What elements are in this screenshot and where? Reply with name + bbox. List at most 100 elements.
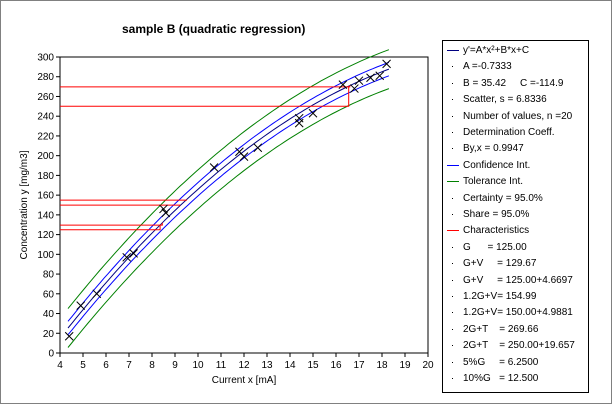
data-point [64, 331, 74, 341]
legend-item: Share = 95.0% [443, 208, 588, 221]
x-tick-label: 4 [57, 360, 63, 371]
legend-label: Confidence Int. [463, 159, 531, 171]
characteristic-line [60, 204, 181, 207]
data-point [308, 108, 318, 118]
legend-dot-symbol [452, 82, 453, 84]
legend-line-symbol [447, 181, 459, 183]
legend-dot-symbol [452, 328, 453, 330]
data-point [354, 76, 364, 86]
data-point [209, 163, 219, 172]
legend-dot-symbol [452, 99, 453, 101]
x-tick-label: 14 [284, 360, 296, 371]
legend-item: 2G+T = 269.66 [443, 323, 588, 336]
y-tick-label: 0 [48, 349, 54, 360]
legend: y'=A*x²+B*x+C A =-0.7333 B = 35.42 C =-114… [442, 40, 589, 393]
x-tick-label: 6 [103, 360, 109, 371]
data-point [129, 248, 138, 258]
regression-line [67, 68, 390, 329]
legend-dot-symbol [452, 197, 453, 199]
x-tick-label: 8 [149, 360, 155, 371]
legend-label: G+V = 125.00+4.6697 [463, 274, 573, 286]
legend-item: y'=A*x²+B*x+C [443, 44, 588, 57]
x-tick-label: 20 [422, 360, 434, 371]
x-tick-label: 15 [307, 360, 319, 371]
x-tick-label: 9 [172, 360, 178, 371]
data-point [76, 301, 86, 310]
legend-item: 10%G = 12.500 [443, 372, 588, 385]
data-point [382, 59, 391, 69]
legend-item: G+V = 129.67 [443, 257, 588, 270]
x-tick-label: 13 [261, 360, 273, 371]
legend-label: 2G+T = 269.66 [463, 323, 539, 335]
legend-item: Certainty = 95.0% [443, 192, 588, 205]
legend-item: Determination Coeff. [443, 126, 588, 139]
characteristic-line [60, 222, 163, 226]
y-tick-label: 40 [43, 309, 55, 320]
legend-label: y'=A*x²+B*x+C [463, 45, 530, 56]
legend-item: Number of values, n =20 [443, 110, 588, 123]
characteristic-line [60, 85, 351, 88]
data-point [122, 252, 132, 262]
legend-item: Confidence Int. [443, 159, 588, 172]
legend-line-symbol [447, 50, 459, 51]
y-tick-label: 120 [37, 230, 54, 241]
legend-dot-symbol [452, 66, 453, 68]
confidence-upper-line [67, 61, 390, 322]
legend-item: By,x = 0.9947 [443, 142, 588, 155]
legend-item: G = 125.00 [443, 241, 588, 254]
legend-dot-symbol [452, 312, 453, 314]
legend-label: 2G+T = 250.00+19.657 [463, 340, 575, 352]
legend-item: 1.2G+V= 150.00+4.9881 [443, 306, 588, 319]
legend-label: A =-0.7333 [463, 61, 512, 73]
tolerance-lower-line [67, 88, 390, 348]
legend-dot-symbol [452, 214, 453, 215]
y-tick-label: 100 [37, 250, 54, 261]
legend-item: G+V = 125.00+4.6697 [443, 274, 588, 287]
x-axis-label: Current x [mA] [212, 375, 277, 386]
y-tick-label: 60 [43, 289, 55, 300]
legend-dot-symbol [452, 115, 453, 117]
legend-dot-symbol [452, 378, 453, 379]
confidence-lower-line [67, 75, 390, 336]
data-point [253, 143, 263, 153]
y-tick-label: 220 [37, 131, 54, 142]
data-point [375, 71, 385, 81]
x-tick-label: 17 [353, 360, 365, 371]
legend-item: 1.2G+V= 154.99 [443, 290, 588, 303]
characteristic-line [60, 225, 161, 231]
y-tick-label: 300 [37, 53, 54, 64]
x-tick-label: 11 [216, 360, 227, 371]
legend-label: 1.2G+V= 150.00+4.9881 [463, 307, 573, 319]
data-point [350, 84, 359, 93]
legend-label: Characteristics [463, 225, 530, 237]
legend-label: Determination Coeff. [463, 127, 555, 138]
x-tick-label: 5 [80, 360, 86, 371]
legend-item: 5%G = 6.2500 [443, 356, 588, 369]
data-point [159, 204, 168, 214]
legend-label: Scatter, s = 6.8336 [463, 94, 547, 106]
legend-label: 10%G = 12.500 [463, 373, 539, 384]
data-point [239, 152, 249, 162]
data-point [338, 80, 348, 89]
x-tick-label: 7 [126, 360, 132, 371]
y-tick-label: 160 [37, 191, 54, 202]
legend-dot-symbol [452, 263, 453, 265]
x-tick-label: 16 [330, 360, 342, 371]
legend-line-symbol [447, 164, 459, 166]
legend-item: Scatter, s = 6.8336 [443, 93, 588, 106]
data-point [366, 73, 375, 83]
legend-label: 5%G = 6.2500 [463, 356, 539, 368]
y-tick-label: 240 [37, 112, 54, 123]
y-tick-label: 260 [37, 92, 54, 103]
legend-label: Share = 95.0% [463, 209, 530, 220]
y-tick-label: 180 [37, 171, 54, 182]
legend-label: Certainty = 95.0% [463, 192, 543, 204]
legend-label: 1.2G+V= 154.99 [463, 291, 537, 302]
x-tick-label: 10 [192, 360, 204, 371]
legend-label: Tolerance Int. [463, 176, 524, 188]
legend-dot-symbol [452, 132, 453, 133]
legend-item: B = 35.42 C =-114.9 [443, 77, 588, 90]
y-tick-label: 140 [37, 210, 54, 221]
x-tick-label: 19 [399, 360, 411, 371]
